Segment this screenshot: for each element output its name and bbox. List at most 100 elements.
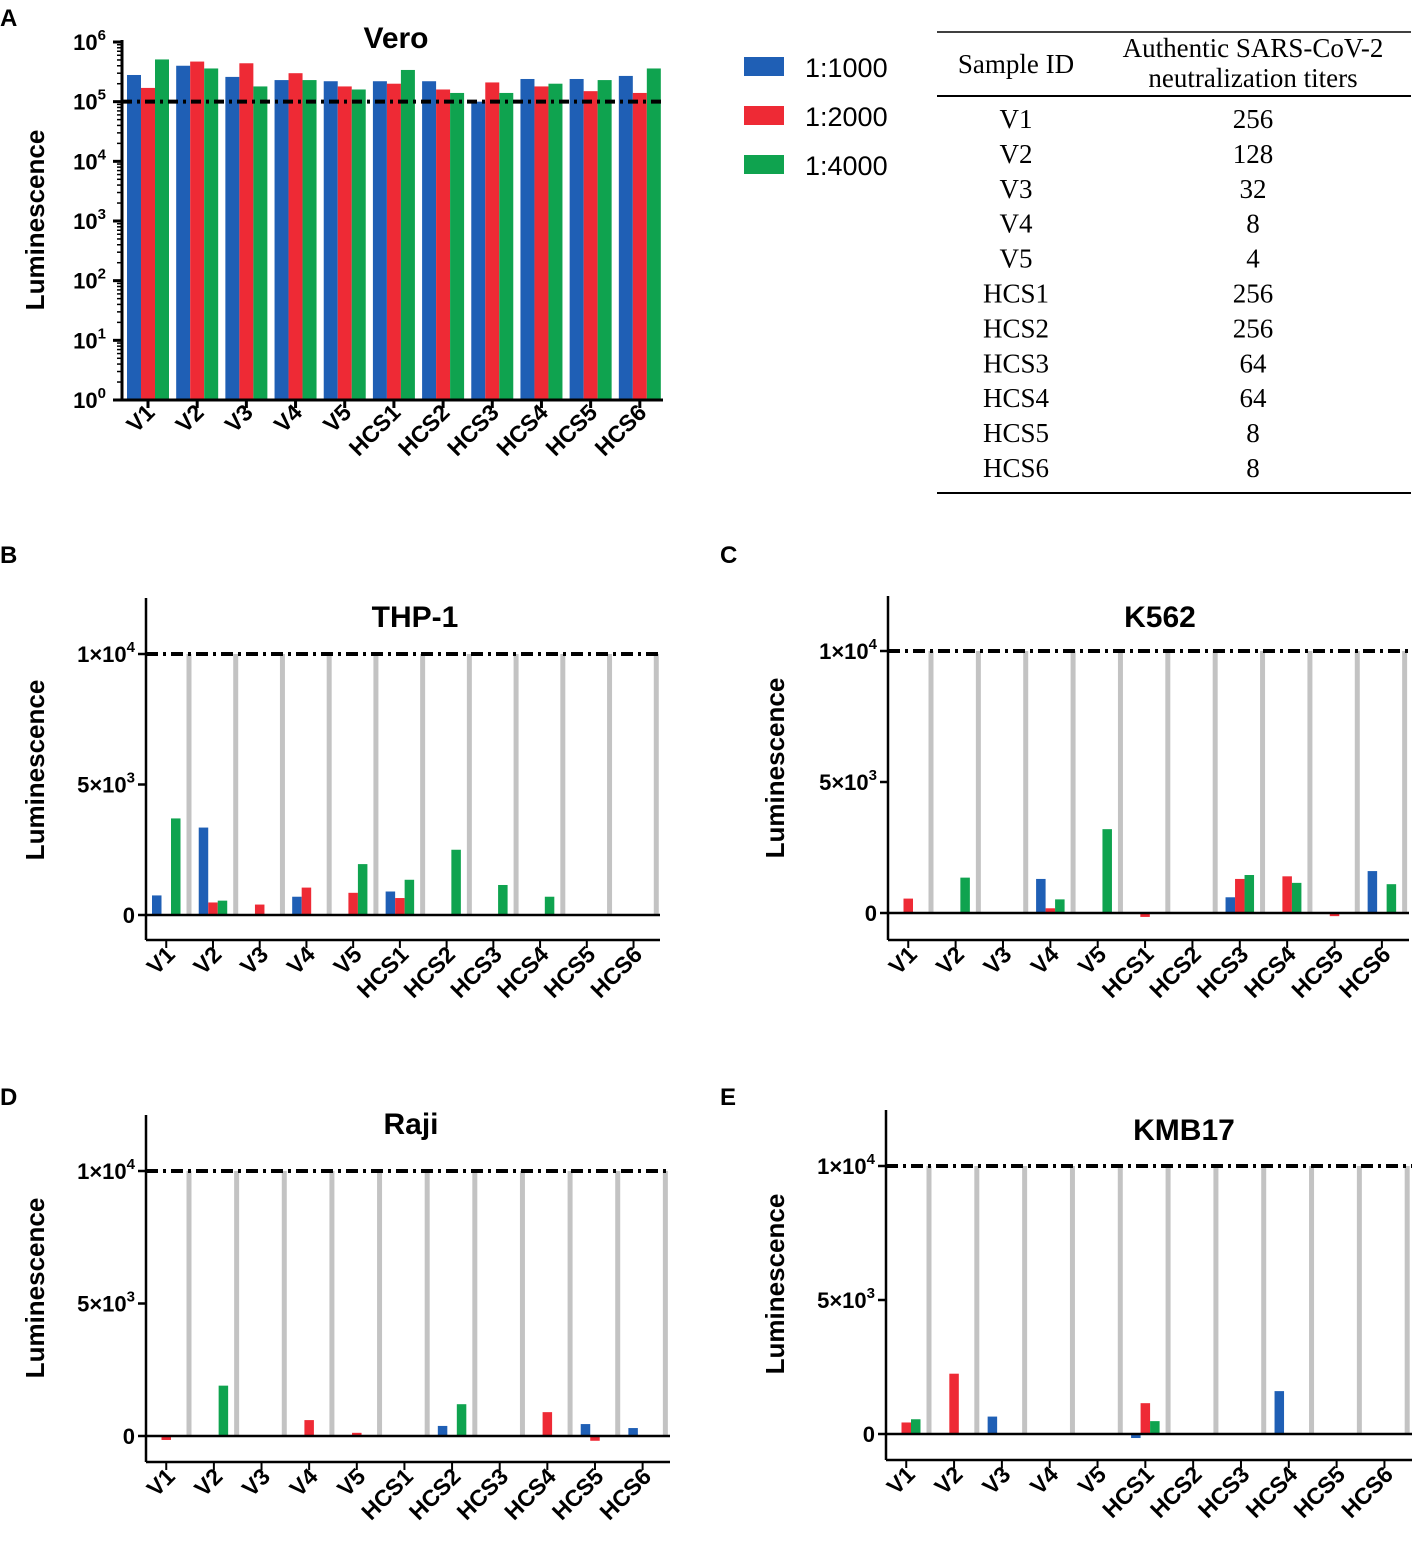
- bar-thp-1-v3-1-2000: [254, 904, 265, 915]
- xtick-label-raji-hcs1: HCS1: [356, 1463, 418, 1525]
- table-cell-titer-hcs6: 8: [1246, 453, 1260, 483]
- ytick-label-thp-1-0: 0: [123, 903, 135, 928]
- bar-k562-hcs5-1-2000: [1329, 913, 1340, 917]
- bar-vero-v2-1-4000: [204, 68, 219, 401]
- bar-vero-v3-1-2000: [239, 63, 254, 401]
- xtick-label-thp-1-hcs1: HCS1: [352, 941, 414, 1003]
- bar-thp-1-hcs1-1-2000: [395, 898, 405, 915]
- bar-thp-1-v2-1-1000: [198, 827, 209, 915]
- reference-bar-kmb17-hcs6: [1404, 1166, 1410, 1434]
- xtick-label-vero-v3: V3: [220, 399, 258, 437]
- legend-swatch-2000: [744, 106, 784, 125]
- reference-bar-thp-1-hcs4: [560, 654, 566, 915]
- table-body: V1 256 V2 128 V3 32 V4 8 V5 4 HCS1 256 HCS2 256 HCS3 64…: [983, 104, 1273, 483]
- table-cell-sample-v5: V5: [1000, 244, 1033, 274]
- bar-vero-hcs3-1-2000: [485, 82, 500, 400]
- ytick-label-raji-0: 0: [123, 1424, 135, 1449]
- y-axis-label-vero: Luminescence: [20, 130, 50, 311]
- xtick-label-vero-hcs1: HCS1: [344, 399, 406, 461]
- xtick-label-k562-hcs2: HCS2: [1144, 941, 1206, 1003]
- bar-thp-1-hcs3-1-4000: [498, 884, 508, 915]
- table-cell-sample-hcs4: HCS4: [983, 383, 1050, 413]
- table-cell-sample-hcs3: HCS3: [983, 348, 1049, 378]
- titer-table: Sample ID Authentic SARS-CoV-2 neutraliz…: [937, 31, 1411, 494]
- bar-vero-hcs1-1-4000: [400, 69, 415, 401]
- chart-title-k562: K562: [1124, 601, 1196, 634]
- xtick-label-thp-1-v3: V3: [235, 941, 273, 979]
- xtick-label-k562-hcs1: HCS1: [1097, 941, 1159, 1003]
- bar-vero-hcs6-1-2000: [632, 92, 647, 400]
- reference-bar-k562-hcs4: [1307, 651, 1313, 913]
- bar-kmb17-v2-1-2000: [949, 1373, 959, 1434]
- xtick-label-k562-v1: V1: [884, 941, 922, 979]
- bar-thp-1-v2-1-4000: [217, 900, 228, 915]
- legend-label-2000: 1:2000: [805, 102, 888, 132]
- xtick-label-vero-v4: V4: [269, 399, 307, 437]
- ytick-label-vero-1: 101: [73, 325, 106, 353]
- table-cell-sample-v2: V2: [1000, 139, 1033, 169]
- bar-vero-v3-1-4000: [253, 86, 268, 400]
- bar-raji-v4-1-2000: [304, 1420, 314, 1436]
- ytick-label-kmb17-0: 0: [863, 1422, 875, 1447]
- reference-bar-thp-1-hcs1: [420, 654, 426, 915]
- bar-thp-1-v1-1-1000: [152, 895, 162, 915]
- ytick-label-vero-6: 106: [73, 27, 106, 55]
- xtick-label-kmb17-v3: V3: [977, 1461, 1015, 1499]
- xtick-label-k562-hcs6: HCS6: [1334, 941, 1396, 1003]
- table-header-titer-line2: neutralization titers: [1148, 63, 1357, 93]
- xtick-label-k562-v4: V4: [1026, 941, 1064, 979]
- reference-bar-kmb17-v1: [926, 1166, 932, 1434]
- reference-bar-kmb17-hcs1: [1165, 1166, 1171, 1434]
- bar-vero-v1-1-1000: [127, 74, 141, 400]
- ytick-label-vero-3: 103: [73, 206, 106, 234]
- xtick-label-vero-hcs3: HCS3: [442, 399, 504, 461]
- xtick-label-vero-v2: V2: [170, 399, 208, 437]
- table-cell-titer-v1: 256: [1233, 104, 1274, 134]
- xtick-label-thp-1-v4: V4: [282, 941, 320, 979]
- xtick-label-raji-v5: V5: [332, 1463, 370, 1501]
- xtick-label-kmb17-hcs2: HCS2: [1145, 1461, 1207, 1523]
- bar-kmb17-hcs1-1-4000: [1150, 1421, 1160, 1434]
- bar-thp-1-hcs1-1-1000: [385, 891, 396, 915]
- bar-vero-v4-1-1000: [274, 80, 289, 401]
- bar-kmb17-v1-1-4000: [911, 1419, 921, 1434]
- bar-vero-hcs4-1-1000: [520, 78, 535, 401]
- reference-bar-kmb17-hcs5: [1356, 1166, 1362, 1434]
- table-cell-sample-hcs2: HCS2: [983, 313, 1049, 343]
- xtick-label-thp-1-hcs4: HCS4: [492, 941, 554, 1003]
- reference-bar-kmb17-hcs3: [1261, 1166, 1267, 1434]
- bar-thp-1-v1-1-4000: [171, 818, 181, 915]
- table-cell-titer-hcs2: 256: [1233, 313, 1274, 343]
- xtick-label-thp-1-v5: V5: [328, 941, 366, 979]
- bar-vero-hcs6-1-4000: [646, 68, 661, 401]
- bar-vero-hcs1-1-2000: [386, 83, 401, 401]
- table-cell-titer-v5: 4: [1246, 244, 1260, 274]
- y-axis-label-raji: Luminescence: [20, 1198, 50, 1379]
- bar-vero-hcs4-1-2000: [534, 86, 549, 400]
- bar-vero-v2-1-2000: [190, 61, 205, 401]
- bar-k562-hcs3-1-1000: [1225, 897, 1236, 913]
- reference-bar-kmb17-hcs4: [1309, 1166, 1315, 1434]
- table-cell-sample-hcs5: HCS5: [983, 418, 1049, 448]
- bar-vero-v4-1-2000: [288, 73, 303, 401]
- xtick-label-thp-1-v1: V1: [142, 941, 180, 979]
- y-axis-label-kmb17: Luminescence: [760, 1194, 790, 1375]
- xtick-label-vero-hcs6: HCS6: [590, 399, 652, 461]
- reference-bar-thp-1-hcs2: [466, 654, 472, 915]
- bar-k562-v4-1-1000: [1036, 878, 1046, 913]
- reference-bar-k562-v4: [1070, 651, 1076, 913]
- xtick-label-thp-1-hcs6: HCS6: [585, 941, 647, 1003]
- ytick-label-kmb17-1: 5×103: [817, 1285, 875, 1313]
- ytick-label-vero-4: 104: [73, 146, 106, 174]
- bar-vero-hcs5-1-1000: [569, 78, 584, 401]
- xtick-label-raji-v4: V4: [284, 1463, 322, 1501]
- bar-k562-v4-1-2000: [1045, 908, 1056, 913]
- reference-bar-kmb17-hcs2: [1213, 1166, 1219, 1434]
- xtick-label-raji-hcs5: HCS5: [547, 1463, 609, 1525]
- panel-letter-b: B: [0, 542, 17, 569]
- reference-bar-thp-1-v1: [186, 654, 192, 915]
